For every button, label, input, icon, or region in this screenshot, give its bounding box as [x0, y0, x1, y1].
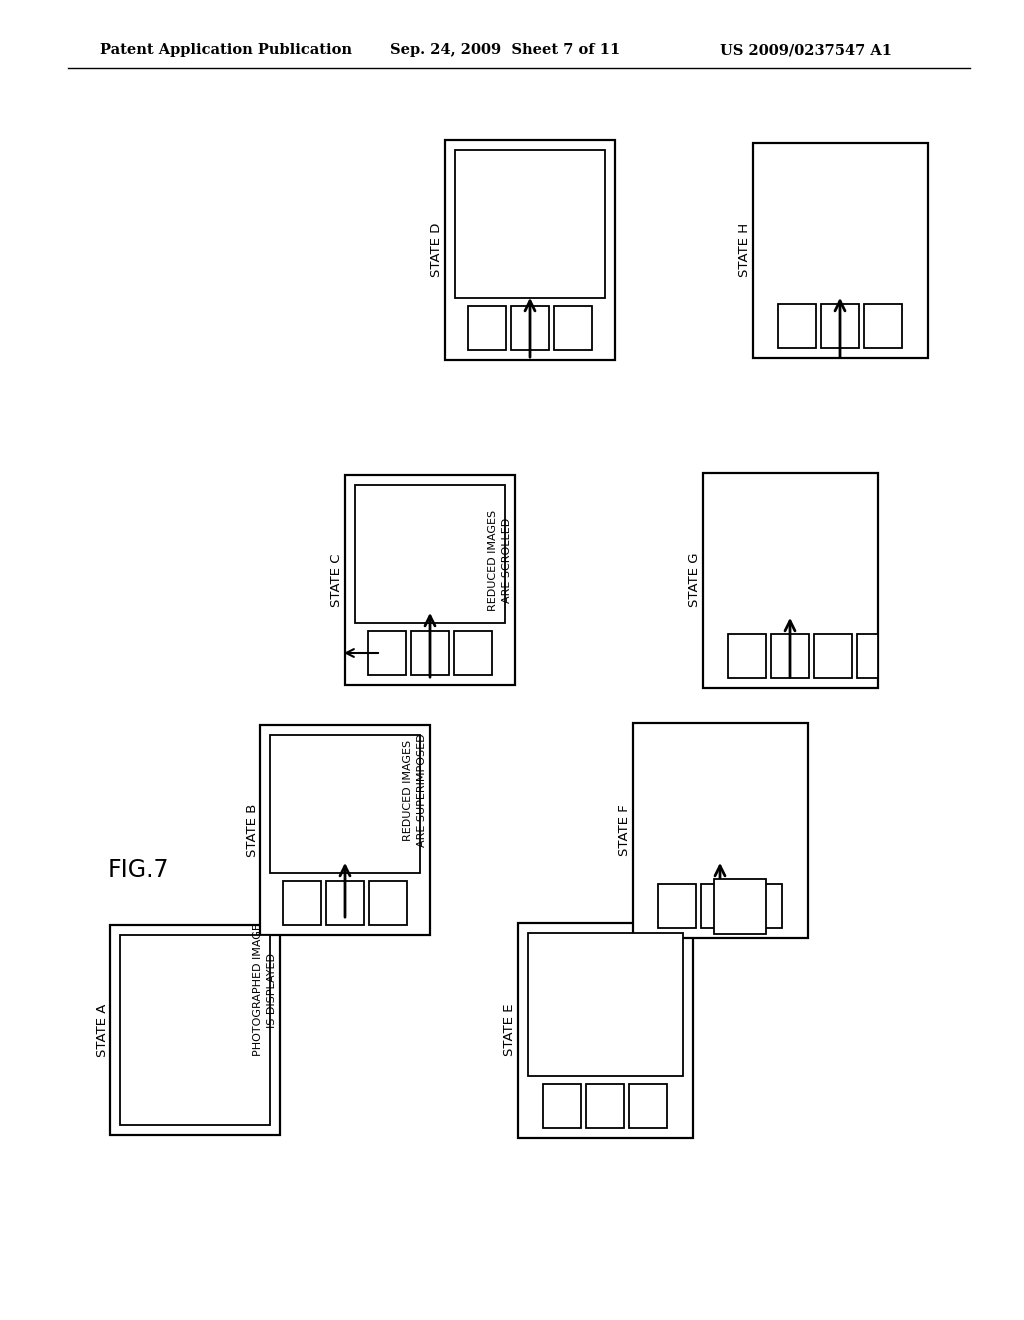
Text: STATE E: STATE E	[503, 1003, 516, 1056]
Bar	[368, 631, 406, 675]
Text: REDUCED IMAGES
ARE SCROLLED: REDUCED IMAGES ARE SCROLLED	[488, 510, 512, 611]
Bar	[355, 484, 505, 623]
Bar	[326, 880, 364, 925]
Bar	[658, 883, 696, 928]
Bar	[454, 631, 492, 675]
Bar	[744, 883, 782, 928]
Text: FIG.7: FIG.7	[108, 858, 169, 882]
Bar	[701, 883, 739, 928]
Bar	[771, 634, 809, 677]
Text: Sep. 24, 2009  Sheet 7 of 11: Sep. 24, 2009 Sheet 7 of 11	[390, 44, 621, 57]
Bar	[445, 140, 615, 360]
Bar	[778, 304, 816, 347]
Bar	[369, 880, 407, 925]
Text: STATE G: STATE G	[688, 553, 701, 607]
Bar	[821, 304, 859, 347]
Bar	[270, 735, 420, 873]
Bar	[455, 150, 605, 298]
Bar	[517, 923, 692, 1138]
Bar	[511, 306, 549, 350]
Text: US 2009/0237547 A1: US 2009/0237547 A1	[720, 44, 892, 57]
Bar	[543, 1084, 581, 1127]
Bar	[814, 634, 852, 677]
Text: STATE B: STATE B	[246, 804, 258, 857]
Bar	[728, 634, 766, 677]
Text: STATE D: STATE D	[430, 223, 443, 277]
Bar	[527, 932, 683, 1076]
Text: STATE F: STATE F	[618, 804, 631, 855]
Bar	[260, 725, 430, 935]
Text: STATE H: STATE H	[738, 223, 751, 277]
Text: STATE C: STATE C	[331, 553, 343, 607]
Bar	[857, 634, 878, 677]
Text: REDUCED IMAGES
ARE SUPERIMPOSED: REDUCED IMAGES ARE SUPERIMPOSED	[403, 733, 427, 847]
Bar	[629, 1084, 667, 1127]
Bar	[714, 879, 766, 933]
Bar	[468, 306, 506, 350]
Bar	[586, 1084, 624, 1127]
Text: STATE A: STATE A	[95, 1003, 109, 1057]
Bar	[753, 143, 928, 358]
Bar	[554, 306, 592, 350]
Bar	[864, 304, 902, 347]
Bar	[345, 475, 515, 685]
Text: Patent Application Publication: Patent Application Publication	[100, 44, 352, 57]
Bar	[411, 631, 449, 675]
Bar	[283, 880, 321, 925]
Bar	[110, 925, 280, 1135]
Bar	[702, 473, 878, 688]
Bar	[120, 935, 270, 1125]
Text: PHOTOGRAPHED IMAGE
IS DISPLAYED: PHOTOGRAPHED IMAGE IS DISPLAYED	[253, 924, 276, 1056]
Bar	[633, 722, 808, 937]
